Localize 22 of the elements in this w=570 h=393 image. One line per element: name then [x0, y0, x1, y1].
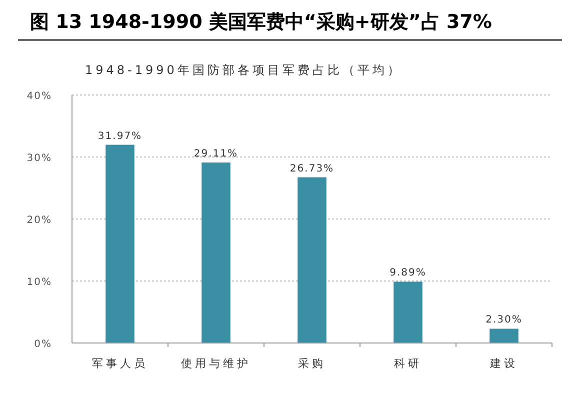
x-tick-label: 建设 — [489, 357, 518, 370]
y-tick-label: 40% — [26, 91, 52, 102]
x-tick-label: 科研 — [394, 357, 422, 370]
chart-subtitle: 1948-1990年国防部各项目军费占比（平均） — [85, 63, 402, 77]
x-tick-label: 使用与维护 — [181, 357, 251, 370]
y-tick-label: 10% — [26, 277, 52, 288]
chart-title: 图 13 1948-1990 美国军费中“采购+研发”占 37% — [30, 11, 492, 33]
bar — [394, 282, 422, 343]
y-tick-label: 20% — [26, 215, 52, 226]
y-tick-label: 0% — [34, 339, 52, 350]
data-label: 29.11% — [194, 148, 238, 160]
bar — [106, 144, 134, 343]
bar — [298, 177, 326, 343]
data-label: 2.30% — [486, 314, 522, 326]
x-tick-label: 采购 — [298, 357, 326, 370]
data-label: 31.97% — [98, 130, 142, 142]
y-tick-label: 30% — [26, 153, 52, 164]
bar — [490, 328, 518, 343]
data-label: 26.73% — [290, 163, 334, 174]
x-tick-label: 军事人员 — [92, 357, 148, 370]
bar — [202, 162, 230, 343]
data-label: 9.89% — [390, 268, 426, 279]
